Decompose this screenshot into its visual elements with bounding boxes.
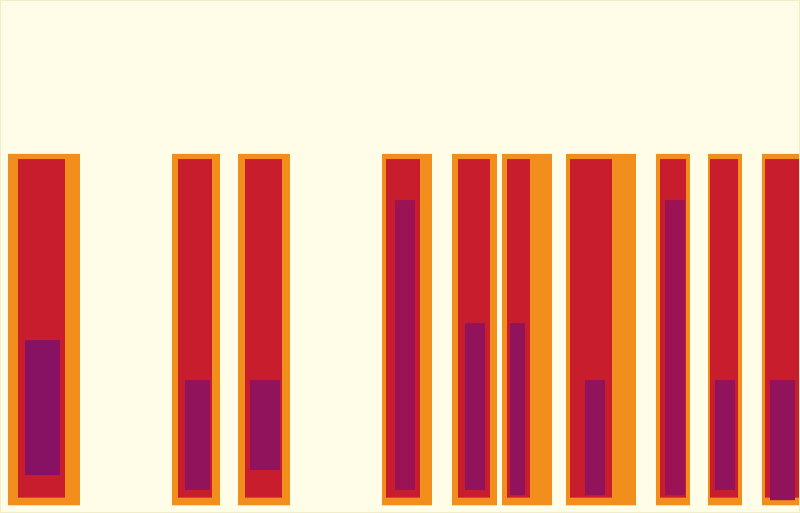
heatmap-cell xyxy=(238,154,290,505)
plot-frame xyxy=(1,1,800,513)
heatmap-cell xyxy=(510,323,525,495)
heatmap-cell xyxy=(395,200,415,490)
heatmap-cell xyxy=(382,154,432,505)
heatmap-cell xyxy=(762,154,800,505)
heatmap-cell xyxy=(708,154,742,505)
heatmap-cell xyxy=(715,380,735,490)
heatmap-cell xyxy=(507,159,530,498)
cells xyxy=(8,154,800,505)
heatmap-cell xyxy=(656,154,690,505)
heatmap-cell xyxy=(185,380,210,490)
heatmap-cell xyxy=(570,159,612,498)
heatmap-cell xyxy=(386,159,420,498)
heatmap-cell xyxy=(25,340,60,475)
heatmap-cell xyxy=(8,154,80,505)
heatmap-cell xyxy=(710,159,738,498)
plot-background xyxy=(0,0,800,513)
heatmap-cell xyxy=(458,159,490,498)
heatmap-cell xyxy=(665,200,685,495)
heatmap-cell xyxy=(172,154,220,505)
heatmap-cell xyxy=(585,380,605,495)
heatmap-cell xyxy=(18,159,65,498)
heatmap-cell xyxy=(465,323,485,490)
heatmap-cell xyxy=(178,159,212,498)
heatmap-cell xyxy=(502,154,552,505)
chart xyxy=(0,0,800,513)
heatmap-cell xyxy=(660,159,686,498)
heatmap-cell xyxy=(770,380,795,500)
heatmap-cell xyxy=(566,154,636,505)
heatmap-cell xyxy=(245,159,282,498)
heatmap-cell xyxy=(250,380,280,470)
heatmap-cell xyxy=(452,154,497,505)
